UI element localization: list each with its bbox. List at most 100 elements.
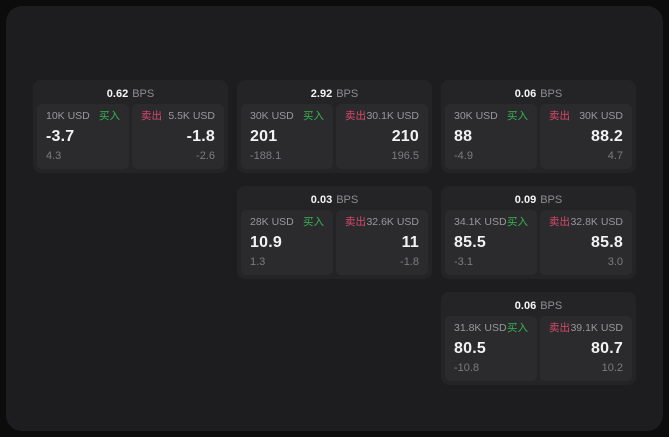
buy-sell-panels: 28K USD 买入 10.9 1.3 卖出 32.6K USD 11 -1.8 [241,210,428,275]
sell-price: 11 [401,233,419,251]
quote-card: 0.62 BPS 10K USD 买入 -3.7 4.3 卖出 5.5K USD … [33,80,228,173]
buy-amount: 31.8K USD [454,322,507,334]
sell-label-row: 卖出 30K USD [549,110,623,123]
bps-unit-label: BPS [132,88,155,100]
sell-label-row: 卖出 32.6K USD [345,216,419,229]
sell-change: -2.6 [196,150,215,162]
buy-amount: 30K USD [250,110,294,122]
sell-change: -1.8 [400,256,419,268]
buy-panel[interactable]: 28K USD 买入 10.9 1.3 [241,210,333,275]
buy-amount: 34.1K USD [454,216,507,228]
sell-change: 10.2 [601,362,623,374]
buy-label-row: 34.1K USD 买入 [454,216,528,229]
buy-tag: 买入 [303,216,324,228]
buy-label-row: 30K USD 买入 [454,110,528,123]
buy-amount: 30K USD [454,110,498,122]
sell-panel[interactable]: 卖出 30K USD 88.2 4.7 [540,104,632,169]
bps-unit-label: BPS [336,88,359,100]
sell-panel[interactable]: 卖出 32.8K USD 85.8 3.0 [540,210,632,275]
sell-change: 196.5 [391,150,419,162]
sell-change: 3.0 [607,256,623,268]
buy-tag: 买入 [303,110,324,122]
buy-price: 10.9 [250,233,282,251]
buy-price: 85.5 [454,233,486,251]
bps-value: 0.06 [514,88,537,100]
sell-price: -1.8 [186,127,215,145]
sell-panel[interactable]: 卖出 39.1K USD 80.7 10.2 [540,316,632,381]
buy-label-row: 28K USD 买入 [250,216,324,229]
sell-amount: 5.5K USD [168,110,215,122]
buy-panel[interactable]: 30K USD 买入 88 -4.9 [445,104,537,169]
sell-price: 210 [391,127,419,145]
sell-tag: 卖出 [345,216,366,228]
bps-unit-label: BPS [540,300,563,312]
quote-card: 0.03 BPS 28K USD 买入 10.9 1.3 卖出 32.6K USD… [237,186,432,279]
buy-change: -10.8 [454,362,480,374]
buy-label-row: 30K USD 买入 [250,110,324,123]
buy-amount: 10K USD [46,110,90,122]
quote-cards-grid: 0.62 BPS 10K USD 买入 -3.7 4.3 卖出 5.5K USD … [33,80,636,385]
buy-label-row: 10K USD 买入 [46,110,120,123]
sell-label-row: 卖出 30.1K USD [345,110,419,123]
bps-unit-label: BPS [540,194,563,206]
buy-change: -3.1 [454,256,473,268]
sell-price: 88.2 [591,127,623,145]
quote-card: 0.09 BPS 34.1K USD 买入 85.5 -3.1 卖出 32.8K … [441,186,636,279]
quote-card: 0.06 BPS 31.8K USD 买入 80.5 -10.8 卖出 39.1K… [441,292,636,385]
sell-tag: 卖出 [345,110,366,122]
sell-change: 4.7 [607,150,623,162]
quote-card: 2.92 BPS 30K USD 买入 201 -188.1 卖出 30.1K U… [237,80,432,173]
buy-sell-panels: 10K USD 买入 -3.7 4.3 卖出 5.5K USD -1.8 -2.… [37,104,224,169]
bps-value: 0.62 [106,88,129,100]
bps-header: 0.06 BPS [445,296,632,316]
buy-panel[interactable]: 31.8K USD 买入 80.5 -10.8 [445,316,537,381]
buy-price: 201 [250,127,278,145]
bps-unit-label: BPS [336,194,359,206]
sell-panel[interactable]: 卖出 30.1K USD 210 196.5 [336,104,428,169]
sell-label-row: 卖出 5.5K USD [141,110,215,123]
buy-price: 88 [454,127,473,145]
sell-panel[interactable]: 卖出 32.6K USD 11 -1.8 [336,210,428,275]
bps-value: 0.06 [514,300,537,312]
sell-tag: 卖出 [549,110,570,122]
buy-sell-panels: 30K USD 买入 88 -4.9 卖出 30K USD 88.2 4.7 [445,104,632,169]
sell-amount: 32.8K USD [570,216,623,228]
buy-sell-panels: 31.8K USD 买入 80.5 -10.8 卖出 39.1K USD 80.… [445,316,632,381]
buy-price: -3.7 [46,127,75,145]
buy-change: 4.3 [46,150,62,162]
bps-value: 2.92 [310,88,333,100]
bps-header: 0.06 BPS [445,84,632,104]
buy-sell-panels: 34.1K USD 买入 85.5 -3.1 卖出 32.8K USD 85.8… [445,210,632,275]
buy-price: 80.5 [454,339,486,357]
buy-tag: 买入 [507,322,528,334]
bps-value: 0.03 [310,194,333,206]
sell-label-row: 卖出 39.1K USD [549,322,623,335]
bps-header: 2.92 BPS [241,84,428,104]
quote-card: 0.06 BPS 30K USD 买入 88 -4.9 卖出 30K USD 88… [441,80,636,173]
bps-header: 0.62 BPS [37,84,224,104]
buy-tag: 买入 [99,110,120,122]
buy-sell-panels: 30K USD 买入 201 -188.1 卖出 30.1K USD 210 1… [241,104,428,169]
bps-header: 0.09 BPS [445,190,632,210]
sell-amount: 39.1K USD [570,322,623,334]
buy-tag: 买入 [507,110,528,122]
sell-tag: 卖出 [141,110,162,122]
sell-amount: 32.6K USD [366,216,419,228]
buy-panel[interactable]: 34.1K USD 买入 85.5 -3.1 [445,210,537,275]
bps-unit-label: BPS [540,88,563,100]
sell-price: 85.8 [591,233,623,251]
buy-amount: 28K USD [250,216,294,228]
buy-panel[interactable]: 30K USD 买入 201 -188.1 [241,104,333,169]
sell-panel[interactable]: 卖出 5.5K USD -1.8 -2.6 [132,104,224,169]
sell-amount: 30.1K USD [366,110,419,122]
buy-change: -188.1 [250,150,282,162]
buy-panel[interactable]: 10K USD 买入 -3.7 4.3 [37,104,129,169]
sell-tag: 卖出 [549,216,570,228]
sell-tag: 卖出 [549,322,570,334]
buy-label-row: 31.8K USD 买入 [454,322,528,335]
buy-tag: 买入 [507,216,528,228]
bps-header: 0.03 BPS [241,190,428,210]
sell-label-row: 卖出 32.8K USD [549,216,623,229]
buy-change: 1.3 [250,256,266,268]
sell-price: 80.7 [591,339,623,357]
